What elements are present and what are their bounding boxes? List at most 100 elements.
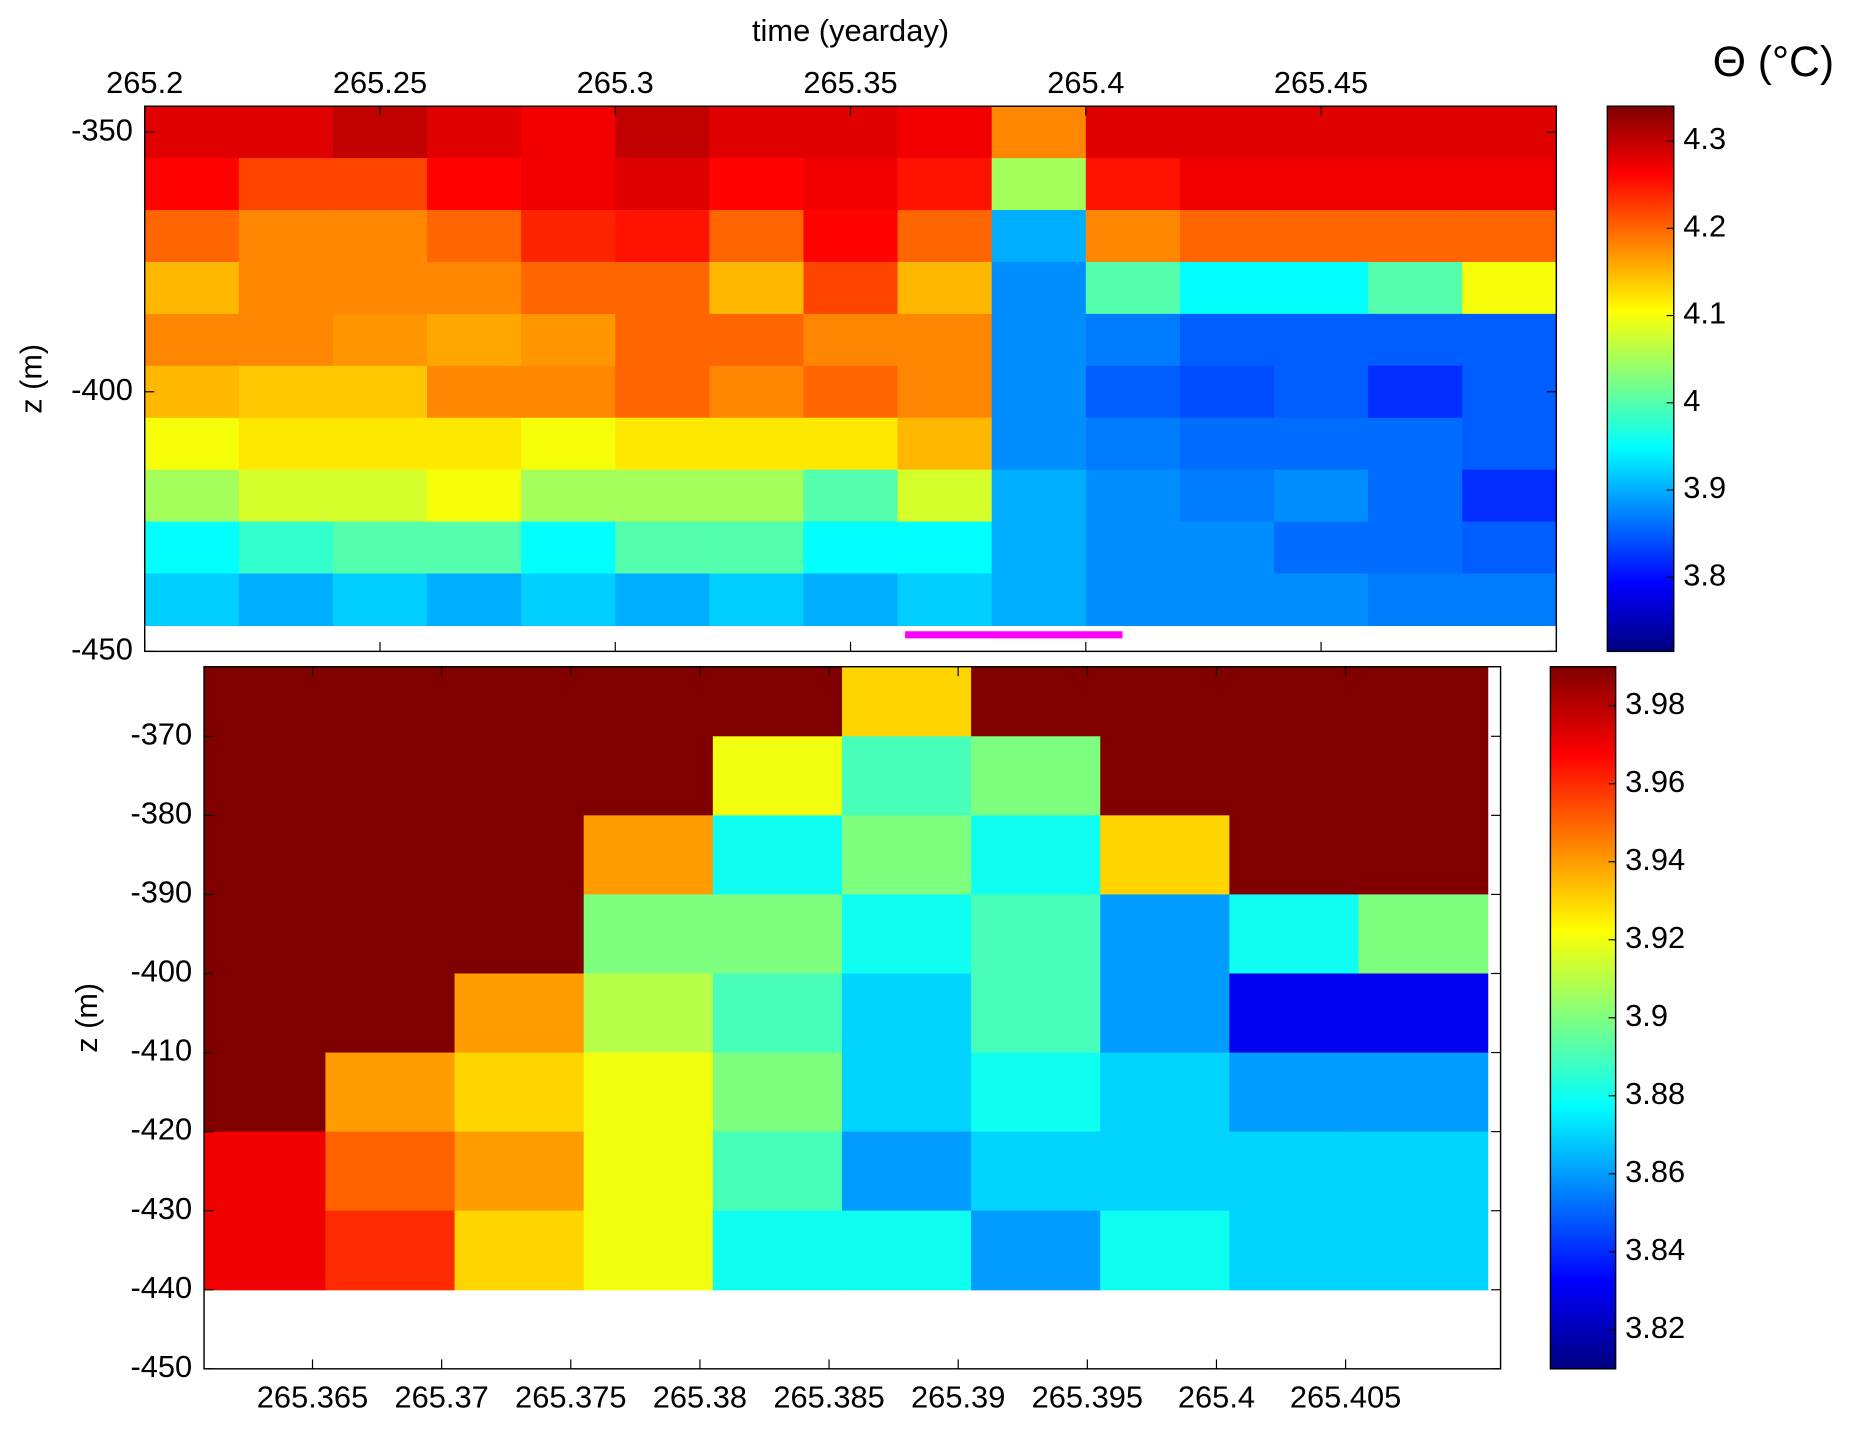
heatmap-cell (454, 666, 585, 737)
heatmap-cell (712, 1210, 843, 1291)
heatmap-cell (325, 815, 456, 896)
heatmap-cell (238, 521, 334, 575)
heatmap-cell (615, 313, 710, 367)
heatmap-cell (332, 261, 428, 315)
heatmap-cell (427, 417, 522, 471)
heatmap-cell (521, 106, 616, 159)
heatmap (144, 106, 1557, 626)
x-tick-label: 265.375 (515, 1380, 626, 1415)
y-tick-label: -400 (130, 954, 192, 989)
heatmap-cell (583, 973, 714, 1054)
x-tick-label: 265.45 (1274, 65, 1368, 100)
heatmap-cell (144, 261, 240, 315)
heatmap-cell (1274, 261, 1369, 315)
heatmap-cell (332, 469, 428, 523)
heatmap-cell (1368, 210, 1463, 263)
heatmap-cell (427, 261, 522, 315)
heatmap-cell (204, 815, 327, 896)
heatmap-cell (709, 106, 805, 159)
heatmap-cell (991, 417, 1087, 471)
heatmap-cell (1358, 1131, 1489, 1212)
heatmap-cell (1229, 973, 1360, 1054)
heatmap-cell (1462, 573, 1557, 626)
heatmap-cell (144, 313, 240, 367)
heatmap-cell (1085, 106, 1181, 159)
heatmap-cell (1358, 1052, 1489, 1133)
heatmap-cell (615, 261, 710, 315)
colorbar-tick-label: 3.94 (1625, 842, 1685, 877)
heatmap-cell (803, 365, 899, 419)
heatmap-cell (1100, 1210, 1230, 1291)
colorbar-tick-label: 4.3 (1683, 121, 1726, 156)
heatmap-cell (583, 1210, 714, 1291)
heatmap-cell (709, 365, 805, 419)
heatmap-cell (1100, 1052, 1230, 1133)
heatmap-cell (615, 210, 710, 263)
heatmap-cell (1085, 469, 1181, 523)
heatmap-cell (897, 365, 993, 419)
x-tick-label: 265.3 (577, 65, 654, 100)
heatmap-cell (521, 573, 616, 626)
heatmap-cell (712, 666, 843, 737)
heatmap-cell (1179, 469, 1275, 523)
heatmap-cell (521, 261, 616, 315)
heatmap-cell (1085, 573, 1181, 626)
heatmap-cell (712, 815, 843, 896)
heatmap-cell (803, 469, 899, 523)
x-tick-label: 265.385 (773, 1380, 884, 1415)
heatmap-cell (712, 736, 843, 816)
heatmap-cell (712, 1131, 843, 1212)
heatmap-cell (1274, 365, 1369, 419)
heatmap-cell (1179, 313, 1275, 367)
heatmap-cell (897, 573, 993, 626)
heatmap-cell (427, 106, 522, 159)
heatmap-cell (1229, 666, 1360, 737)
heatmap-cell (332, 158, 428, 211)
heatmap-cell (841, 1210, 972, 1291)
x-tick-label: 265.25 (333, 65, 427, 100)
heatmap-cell (1368, 469, 1463, 523)
heatmap-cell (803, 573, 899, 626)
heatmap-cell (238, 158, 334, 211)
heatmap-cell (803, 521, 899, 575)
heatmap-cell (238, 106, 334, 159)
heatmap-cell (615, 573, 710, 626)
x-tick-label: 265.37 (394, 1380, 488, 1415)
heatmap-cell (709, 521, 805, 575)
heatmap-cell (971, 894, 1101, 975)
heatmap-cell (615, 521, 710, 575)
heatmap-cell (332, 210, 428, 263)
heatmap-cell (332, 417, 428, 471)
heatmap-cell (238, 210, 334, 263)
heatmap-cell (1358, 1210, 1489, 1291)
heatmap-cell (1274, 158, 1369, 211)
heatmap-cell (991, 158, 1087, 211)
heatmap-cell (1462, 210, 1557, 263)
heatmap-cell (709, 469, 805, 523)
heatmap-cell (427, 521, 522, 575)
heatmap-cell (454, 1210, 585, 1291)
y-tick-label: -430 (130, 1191, 192, 1226)
heatmap-cell (1368, 417, 1463, 471)
heatmap-cell (1462, 417, 1557, 471)
heatmap-cell (709, 417, 805, 471)
heatmap-cell (204, 1052, 327, 1133)
heatmap-cell (1229, 1210, 1360, 1291)
heatmap-cell (615, 417, 710, 471)
heatmap-cell (1229, 1131, 1360, 1212)
heatmap-cell (991, 573, 1087, 626)
heatmap-cell (991, 365, 1087, 419)
heatmap-cell (1274, 313, 1369, 367)
heatmap-cell (897, 106, 993, 159)
heatmap-cell (521, 469, 616, 523)
heatmap-cell (897, 521, 993, 575)
heatmap-cell (238, 261, 334, 315)
heatmap-cell (1274, 521, 1369, 575)
x-tick-label: 265.4 (1178, 1380, 1255, 1415)
heatmap-cell (144, 521, 240, 575)
heatmap-cell (583, 1052, 714, 1133)
heatmap-cell (1462, 521, 1557, 575)
heatmap-cell (1100, 736, 1230, 816)
heatmap-cell (144, 573, 240, 626)
heatmap-cell (1368, 158, 1463, 211)
